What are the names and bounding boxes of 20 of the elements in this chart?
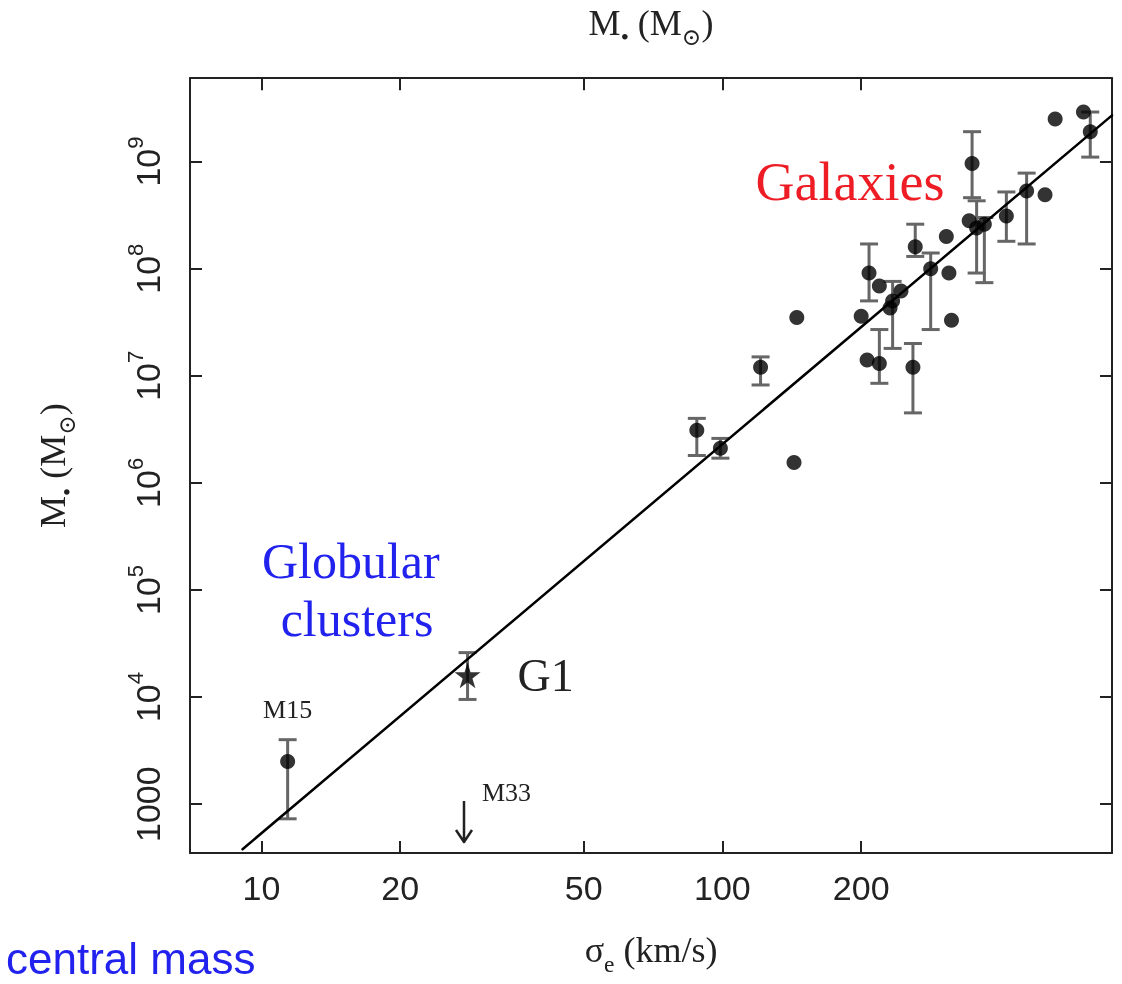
annotation: M33 — [482, 777, 532, 807]
annotation: Galaxies — [755, 152, 945, 212]
x-tick-label: 50 — [564, 869, 603, 907]
y-tick-label: 108 — [122, 243, 168, 294]
annotation: Globular clusters — [261, 533, 453, 647]
y-axis-title: M• (M⊙) — [588, 3, 714, 50]
text: central mass — [6, 933, 256, 983]
x2-axis-title: M• (M⊙) — [32, 403, 80, 528]
annotation: G1 — [517, 649, 574, 701]
x-tick-label: 100 — [694, 869, 751, 907]
x-tick-label: 10 — [242, 869, 281, 907]
y-tick-label: 107 — [122, 350, 168, 401]
y-tick-label: 106 — [122, 457, 168, 508]
y-tick-label: 105 — [122, 564, 168, 616]
x-tick-label: 200 — [832, 869, 890, 907]
y-tick-label: 109 — [122, 136, 168, 187]
annotation: M15 — [263, 695, 313, 725]
y-tick-label: 104 — [122, 672, 168, 723]
y-tick-label: 1000 — [129, 766, 168, 842]
x-tick-label: 20 — [381, 869, 420, 907]
